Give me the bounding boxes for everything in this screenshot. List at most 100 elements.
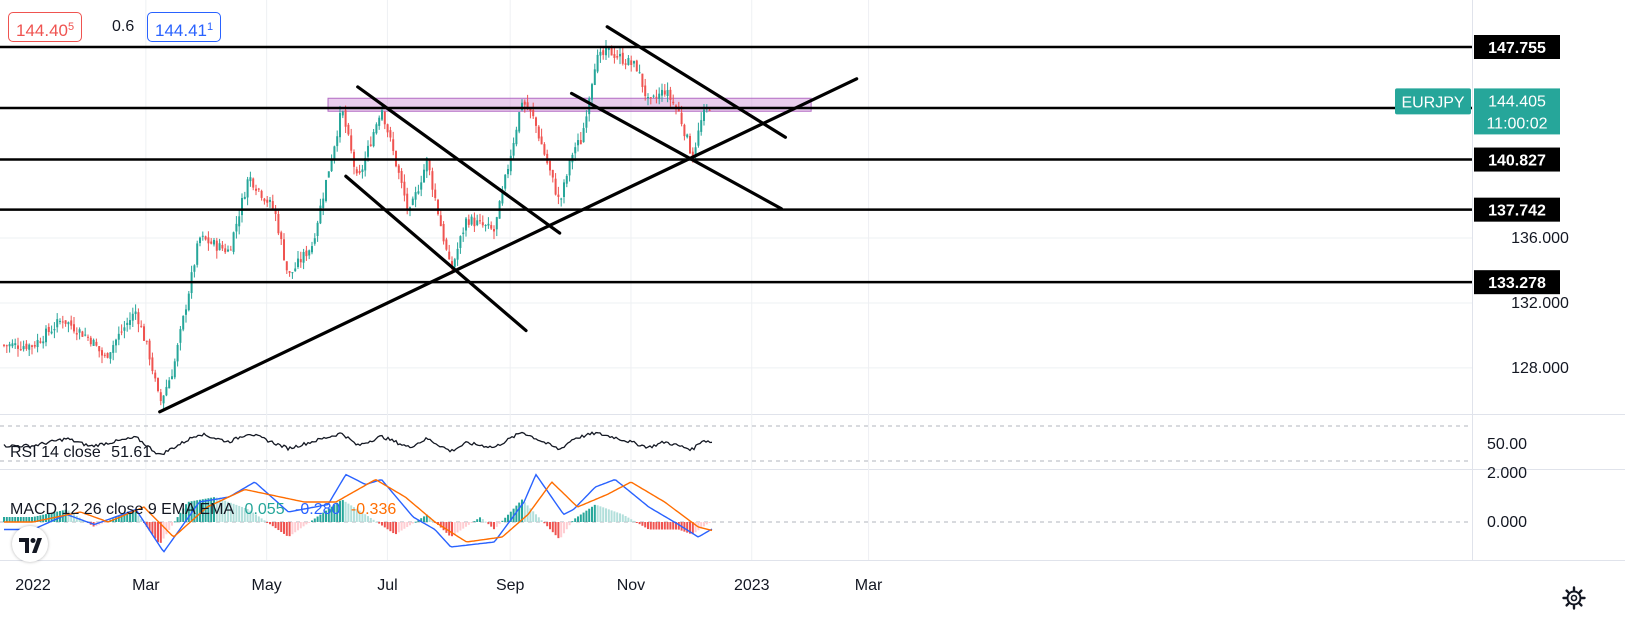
macd-hist-bar (70, 512, 73, 522)
candle-body (42, 341, 45, 344)
macd-hist-bar (540, 520, 543, 522)
candle-body (246, 179, 249, 198)
candle-body (540, 136, 543, 145)
candle-body (367, 145, 369, 157)
gear-icon[interactable] (1561, 585, 1587, 611)
candle-body (213, 239, 215, 245)
macd-hist-bar (649, 522, 652, 530)
candle-body (627, 57, 630, 65)
macd-hist-bar (504, 517, 507, 522)
candle-body (389, 130, 392, 138)
ask-price-box[interactable]: 144.411 (147, 12, 222, 42)
candle-body (355, 169, 358, 174)
rsi-line (3, 431, 713, 456)
candle-body (476, 220, 479, 226)
candle-body (249, 177, 252, 182)
macd-hist-bar (302, 522, 305, 527)
candle-body (218, 243, 221, 251)
candle-body (529, 108, 532, 112)
spread-value: 0.6 (112, 18, 135, 35)
tradingview-logo-icon[interactable] (12, 526, 48, 562)
candle-body (504, 174, 507, 189)
x-tick-label: Mar (132, 577, 160, 594)
macd-legend[interactable]: MACD 12 26 close 9 EMA EMA 0.055 -0.280 … (10, 501, 402, 519)
macd-hist-bar (495, 522, 498, 527)
candle-body (120, 331, 123, 333)
macd-hist-bar (120, 514, 123, 522)
candle-body (666, 90, 669, 97)
macd-histogram (3, 497, 711, 543)
macd-hist-bar (246, 509, 249, 522)
candle-body (381, 110, 383, 120)
candle-body (425, 158, 428, 172)
macd-hist-bar (210, 497, 213, 522)
candle-body (25, 343, 28, 349)
candle-body (686, 134, 689, 138)
macd-hist-bar (565, 522, 568, 530)
macd-hist-bar (616, 512, 619, 522)
macd-hist-bar (249, 510, 252, 522)
macd-hist-bar (232, 503, 235, 522)
macd-hist-bar (400, 522, 403, 531)
macd-hist-bar (417, 519, 420, 522)
candle-body (95, 341, 98, 346)
trendline (356, 85, 562, 235)
candle-body (501, 189, 504, 204)
x-tick-label: Jul (377, 577, 397, 594)
candle-body (406, 193, 409, 209)
macd-hist-bar (445, 522, 448, 533)
trendline (158, 77, 859, 414)
macd-hist-bar (588, 508, 591, 522)
candle-body (607, 47, 610, 51)
macd-hist-bar (252, 512, 255, 522)
candle-body (98, 346, 101, 352)
macd-hist-bar (117, 515, 120, 522)
macd-hist-bar (666, 522, 669, 530)
macd-hist-bar (619, 513, 621, 522)
bid-price-pip: 5 (68, 21, 75, 33)
macd-hist-bar (448, 522, 451, 536)
candle-body (280, 232, 283, 240)
candle-body (260, 190, 263, 198)
candle-body (22, 346, 25, 350)
macd-hist-bar (633, 520, 635, 522)
candle-body (210, 241, 213, 244)
macd-hist-bar (207, 498, 210, 522)
candle-body (19, 349, 22, 351)
macd-hist-bar (392, 522, 395, 534)
candle-body (683, 124, 686, 137)
rsi-legend[interactable]: RSI 14 close 51.61 (10, 444, 157, 462)
candle-body (47, 326, 50, 333)
candle-body (453, 259, 456, 267)
macd-hist-bar (319, 514, 322, 522)
macd-hist-bar (577, 516, 579, 522)
macd-hist-bar (560, 522, 563, 538)
bid-price-box[interactable]: 144.405 (8, 12, 83, 42)
macd-hist-bar (515, 505, 518, 522)
candle-body (115, 339, 117, 346)
y-tick-label: 128.000 (1511, 360, 1569, 377)
candle-body (92, 339, 95, 346)
candle-body (341, 111, 344, 116)
candle-body (400, 171, 403, 183)
macd-hist-bar (347, 503, 350, 522)
candle-body (347, 124, 350, 135)
macd-hist-bar (218, 498, 221, 522)
macd-hist-bar (213, 497, 215, 522)
candle-body (112, 345, 115, 353)
candle-body (8, 344, 11, 347)
macd-hist-bar (31, 517, 33, 522)
candle-body (14, 343, 17, 346)
candle-body (162, 395, 165, 404)
candle-body (171, 376, 173, 380)
macd-hist-bar (479, 517, 481, 522)
candle-body (462, 232, 465, 235)
macd-hist-bar (647, 522, 649, 530)
macd-hist-bar (101, 522, 103, 524)
macd-hist-bar (613, 511, 616, 522)
macd-hist-bar (708, 522, 711, 523)
candle-body (697, 130, 700, 146)
macd-hist-bar (644, 522, 647, 528)
candle-body (302, 252, 305, 263)
